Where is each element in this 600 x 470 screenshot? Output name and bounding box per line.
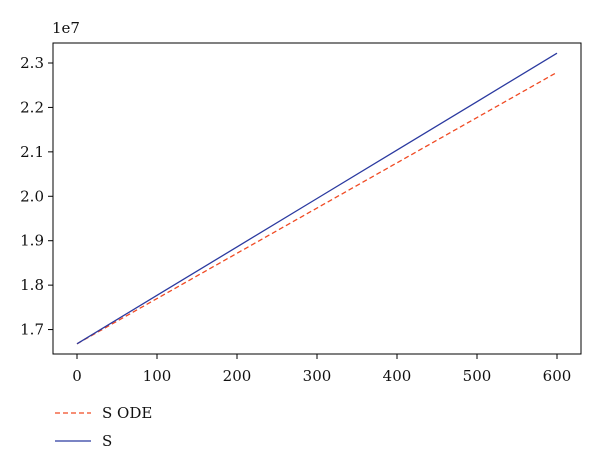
x-tick-label: 600 — [543, 367, 572, 385]
legend-label: S — [102, 432, 112, 450]
y-axis: 1.7 1.8 1.9 2.0 2.1 2.2 2.3 — [20, 54, 53, 339]
x-tick-label: 0 — [72, 367, 82, 385]
x-axis: 0 100 200 300 400 500 600 — [72, 354, 571, 385]
x-tick-label: 100 — [143, 367, 172, 385]
series-lines — [76, 52, 558, 345]
y-tick-label: 2.0 — [20, 187, 44, 205]
y-tick-label: 2.2 — [20, 98, 44, 116]
x-tick-label: 300 — [303, 367, 332, 385]
legend: S ODE S — [55, 404, 152, 450]
y-tick-label: 1.8 — [20, 276, 44, 294]
series-line-s-ode — [76, 71, 558, 345]
x-tick-label: 200 — [223, 367, 252, 385]
y-tick-label: 1.7 — [20, 321, 44, 339]
y-tick-label: 2.1 — [20, 143, 44, 161]
x-tick-label: 500 — [463, 367, 492, 385]
x-tick-label: 400 — [383, 367, 412, 385]
y-tick-label: 2.3 — [20, 54, 44, 72]
y-tick-label: 1.9 — [20, 232, 44, 250]
series-line-s — [76, 52, 558, 345]
legend-label: S ODE — [102, 404, 152, 422]
y-axis-exponent-label: 1e7 — [52, 19, 80, 37]
